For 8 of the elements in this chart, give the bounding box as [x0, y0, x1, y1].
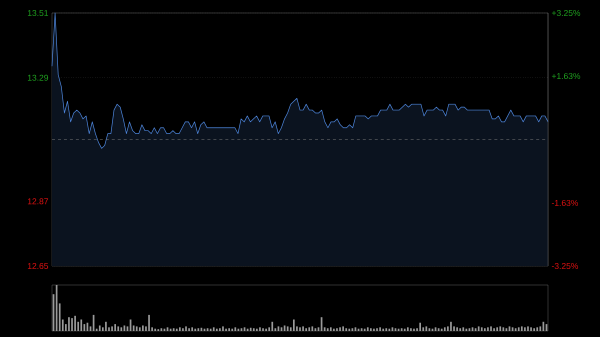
y-tick-label: 12.87	[28, 198, 48, 204]
y2-tick-label: -3.25%	[552, 263, 578, 269]
y-tick-label: 13.29	[28, 74, 48, 81]
y-tick-label: 12.65	[28, 263, 48, 269]
y2-tick-label: +3.25%	[552, 10, 580, 16]
y2-tick-label: -1.63%	[552, 200, 578, 206]
y-tick-label: 13.51	[28, 10, 48, 16]
y2-tick-label: +1.63%	[552, 73, 580, 80]
